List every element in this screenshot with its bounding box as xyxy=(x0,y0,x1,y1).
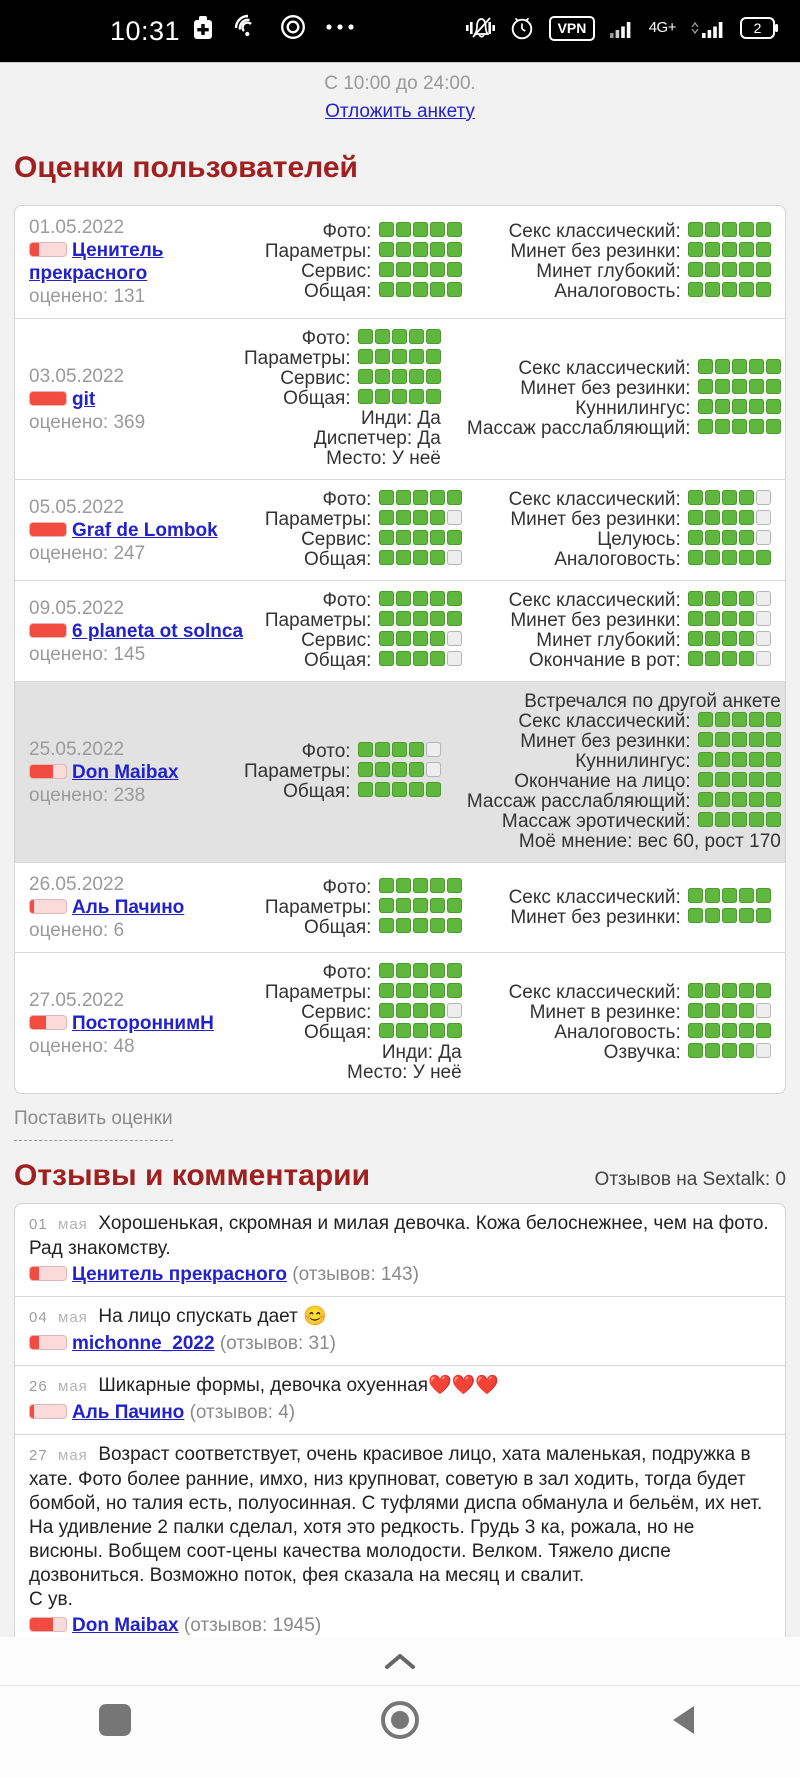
svg-text:VPN: VPN xyxy=(557,20,586,36)
svg-text:2: 2 xyxy=(754,20,762,36)
